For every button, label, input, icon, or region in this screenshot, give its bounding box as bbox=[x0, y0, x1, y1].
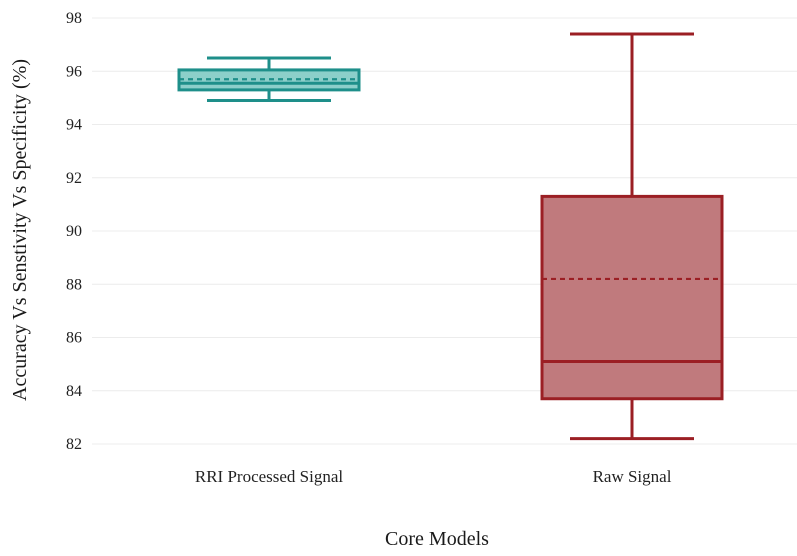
y-tick-label: 98 bbox=[66, 10, 82, 27]
box-1 bbox=[177, 56, 361, 103]
y-tick-label: 90 bbox=[66, 223, 82, 240]
y-tick-label: 96 bbox=[66, 63, 82, 80]
y-tick-label: 88 bbox=[66, 276, 82, 293]
grid-layer bbox=[92, 17, 797, 445]
y-tick-label: 94 bbox=[66, 117, 82, 134]
x-axis-categories: RRI Processed Signal Raw Signal bbox=[195, 467, 672, 486]
y-tick-label: 92 bbox=[66, 170, 82, 187]
y-tick-label: 84 bbox=[66, 383, 82, 400]
y-axis-ticks: 82 84 86 88 90 92 94 96 98 bbox=[66, 10, 82, 453]
y-tick-label: 86 bbox=[66, 330, 82, 347]
x-axis-title: Core Models bbox=[385, 528, 489, 550]
boxes-layer bbox=[177, 32, 724, 441]
box-2 bbox=[540, 32, 724, 441]
y-tick-label: 82 bbox=[66, 436, 82, 453]
iqr-box bbox=[540, 194, 724, 401]
y-axis-title: Accuracy Vs Senstivity Vs Specificity (%… bbox=[9, 59, 31, 401]
x-category-label: RRI Processed Signal bbox=[195, 467, 344, 486]
x-category-label: Raw Signal bbox=[593, 467, 672, 486]
